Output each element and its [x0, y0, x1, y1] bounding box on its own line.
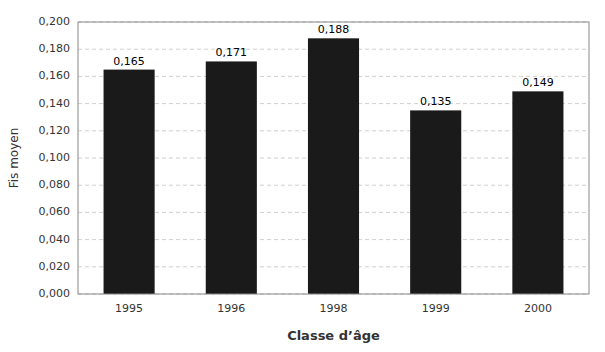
y-tick-label: 0,140	[39, 97, 71, 110]
bar	[410, 110, 461, 294]
data-labels: 0,165 0,171 0,188 0,135 0,149	[113, 23, 553, 108]
bar	[308, 38, 359, 294]
bar	[206, 61, 257, 294]
x-axis-label: Classe d’âge	[287, 328, 380, 343]
y-tick-label: 0,180	[39, 42, 71, 55]
data-label: 0,171	[216, 46, 248, 59]
bars	[104, 38, 564, 294]
plot-frame	[78, 22, 589, 294]
grid	[78, 22, 589, 294]
y-tick-label: 0,200	[39, 15, 71, 28]
y-tick-label: 0,060	[39, 205, 71, 218]
y-axis-label: Fis moyen	[7, 128, 21, 189]
y-tick-label: 0,160	[39, 69, 71, 82]
x-tick-label: 2000	[524, 302, 552, 315]
x-tick-label: 1998	[320, 302, 348, 315]
y-tick-label: 0,020	[39, 260, 71, 273]
bar	[512, 91, 563, 294]
y-axis: 0,000 0,020 0,040 0,060 0,080 0,100 0,120 0,140…	[39, 15, 71, 300]
y-tick-label: 0,120	[39, 124, 71, 137]
x-axis: 1995 1996 1998 1999 2000	[115, 302, 552, 315]
x-tick-label: 1999	[422, 302, 450, 315]
data-label: 0,188	[318, 23, 350, 36]
x-tick-label: 1995	[115, 302, 143, 315]
y-tick-label: 0,080	[39, 178, 71, 191]
x-tick-label: 1996	[217, 302, 245, 315]
data-label: 0,149	[522, 76, 554, 89]
data-label: 0,135	[420, 95, 452, 108]
chart: 0,000 0,020 0,040 0,060 0,080 0,100 0,120 0,140…	[0, 0, 605, 352]
y-tick-label: 0,040	[39, 233, 71, 246]
data-label: 0,165	[113, 55, 145, 68]
y-tick-label: 0,100	[39, 151, 71, 164]
bar	[104, 70, 155, 294]
y-tick-label: 0,000	[39, 287, 71, 300]
